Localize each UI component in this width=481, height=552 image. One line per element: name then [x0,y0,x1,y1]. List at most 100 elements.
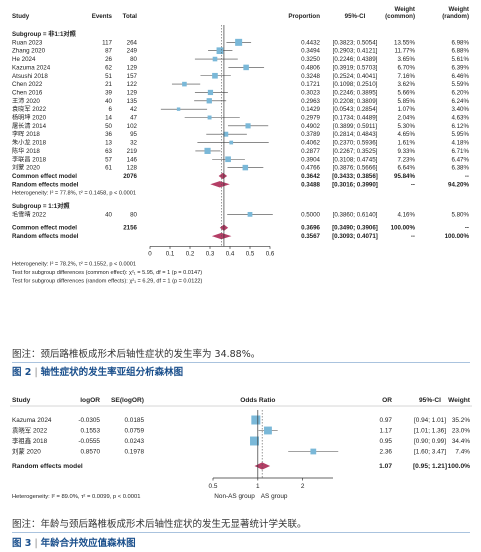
study-or: 0.95 [380,438,393,445]
fig2-title-rule [12,362,470,363]
study-total: 95 [130,131,137,138]
col-header-se: SE(logOR) [111,397,144,404]
fig3-caption: 图注：年龄与颈后路椎板成形术后轴性症状的发生无显著统计学关联。 [12,519,307,530]
x-tick-label: 0.4 [226,250,235,257]
study-total: 219 [127,148,138,155]
study-ci: [0.3919; 0.5703] [333,64,378,71]
col-header-total: Total [123,13,138,20]
fig2-caption: 图注：颈后路椎板成形术后轴性症状的发生率为 34.88%。 [12,349,261,360]
study-name: 屠长清 2014 [12,122,47,130]
overall-random-model-estimate: 0.3567 [301,233,320,240]
study-proportion: 0.3023 [301,89,320,96]
study-square [216,47,224,55]
study-total: 122 [127,81,138,88]
study-weight: 23.0% [452,428,470,435]
study-ci: [0.3108; 0.4745] [333,156,378,163]
study-events: 26 [105,56,112,63]
study-proportion: 0.3494 [301,48,320,55]
study-weight-common: 2.04% [397,115,415,122]
subgroup1-random-model-weight-common: -- [411,181,415,188]
study-square [182,81,187,87]
study-name: 袁晓军 2022 [12,105,47,113]
study-ci: [1.60; 3.47] [414,449,446,456]
random-model-diamond [254,462,271,470]
fig3-title-rule [12,532,470,533]
study-weight-random: 6.47% [451,156,469,163]
study-weight-common: 11.77% [394,48,415,55]
study-square [310,448,317,455]
subgroup1-common-model-diamond [218,172,228,180]
study-ci: [0.1098; 0.2510] [333,81,378,88]
study-events: 63 [105,148,112,155]
study-name: Chen 2016 [12,89,43,96]
study-events: 14 [105,115,112,122]
study-name: He 2024 [12,56,36,63]
study-ci: [0.2246; 0.4389] [333,56,378,63]
study-name: 刘蒙 2020 [12,447,41,456]
overall-random-model-weight-random: 100.00% [445,233,470,240]
col-header-ci: 95%-CI [419,397,441,404]
study-name: Atsushi 2018 [12,73,48,80]
study-ci: [0.3823; 0.5054] [333,39,378,46]
study-ci: [0.0543; 0.2854] [333,106,378,113]
study-events: 36 [105,131,112,138]
study-weight-common: 5.66% [397,89,415,96]
subgroup1-random-model-label: Random effects model [12,181,79,188]
study-total: 157 [127,73,138,80]
study-proportion: 0.2877 [301,148,320,155]
study-weight-random: 5.61% [451,56,469,63]
study-weight-common: 4.65% [397,131,415,138]
study-name: Kazuma 2024 [12,64,51,71]
study-logor: -0.0305 [78,417,100,424]
forest-plot-age-or: Study logOR SE(logOR) Odds Ratio OR 95%-CI Wei… [10,397,472,500]
study-name: 刘蒙 2020 [12,164,40,172]
study-name: 朱小龙 2018 [12,139,47,147]
study-events: 40 [105,211,112,218]
study-events: 62 [105,64,112,71]
subgroup1-random-model-diamond [210,181,230,188]
col-header-odds-ratio: Odds Ratio [240,397,275,404]
study-proportion: 0.3904 [301,156,320,163]
study-total: 264 [127,39,138,46]
col-header-events: Events [92,13,113,20]
study-events: 87 [105,48,112,55]
study-se: 0.0185 [124,417,144,424]
col-header-weight-random-sub: (random) [442,13,469,20]
footer-statistic: Test for subgroup differences (random ef… [12,278,203,284]
study-events: 57 [105,156,112,163]
study-ci: [0.2814; 0.4843] [333,131,378,138]
x-tick-label: 0.5 [209,483,218,490]
study-ci: [0.90; 0.99] [414,438,446,445]
study-total: 146 [127,156,138,163]
subgroup1-random-model-weight-random: 94.20% [448,181,469,188]
study-ci: [0.2208; 0.3809] [333,98,378,105]
study-weight-common: 3.62% [397,81,415,88]
footer-statistic: Test for subgroup differences (common ef… [12,270,202,276]
overall-random-model-label: Random effects model [12,233,79,240]
study-proportion: 0.3789 [301,131,320,138]
subgroup1-common-model-ci: [0.3433; 0.3856] [332,173,378,180]
study-weight-common: 3.65% [397,56,415,63]
col-header-study: Study [12,13,30,20]
subgroup1-heterogeneity: Heterogeneity: I² = 77.8%, τ² = 0.1458, … [12,191,136,197]
fig2-label: 图 2 [12,367,32,378]
study-weight: 35.2% [452,417,470,424]
study-se: 0.1978 [124,449,144,456]
study-proportion: 0.1721 [301,81,320,88]
axis-label-right: AS group [261,493,288,500]
study-or: 2.36 [380,449,393,456]
overall-common-model-weight-random: -- [465,225,469,232]
study-total: 32 [130,140,137,147]
study-events: 50 [105,123,112,130]
study-name: Chen 2022 [12,81,43,88]
study-ci: [0.94; 1.01] [414,417,446,424]
random-model-weight: 100.0% [448,463,471,470]
study-square [212,72,218,79]
study-ci: [0.2903; 0.4121] [333,48,378,55]
study-total: 80 [130,56,137,63]
study-square [235,38,243,46]
study-weight-random: 6.98% [451,39,469,46]
study-total: 129 [127,89,138,96]
x-tick-label: 1 [256,483,260,490]
study-square [176,107,181,111]
